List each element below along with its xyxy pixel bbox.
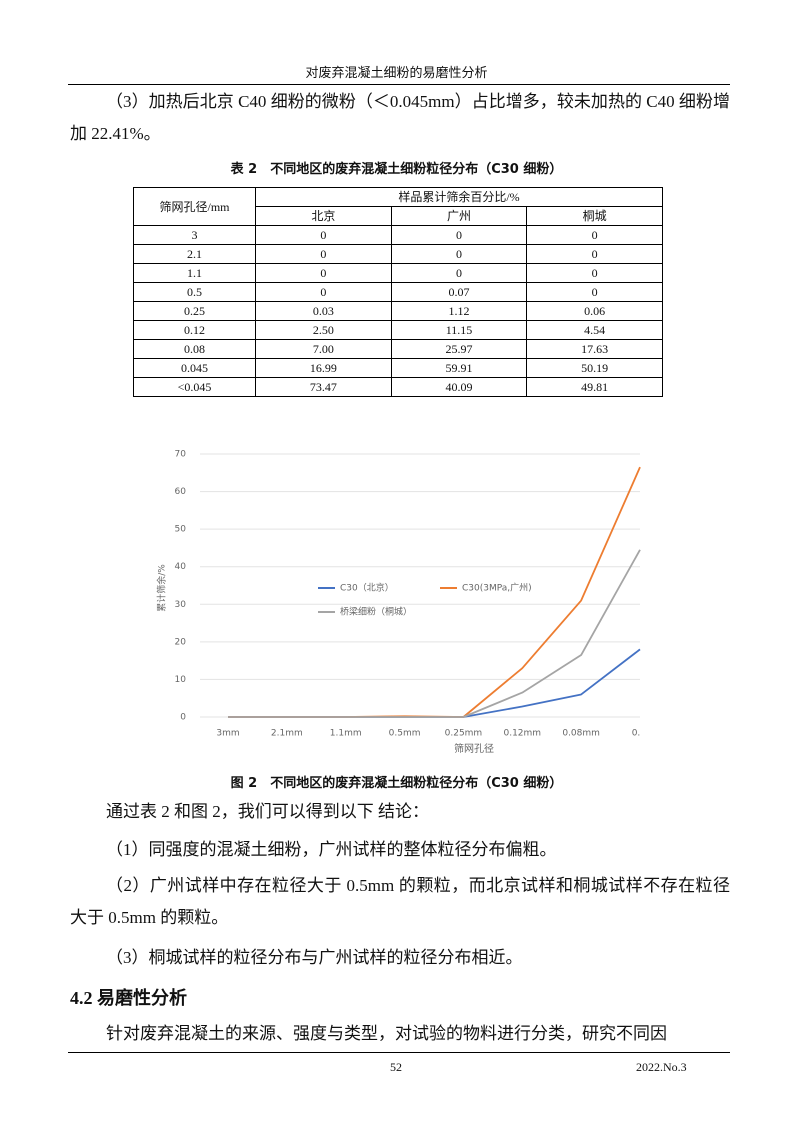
table-row: 0.25 0.03 1.12 0.06 <box>133 301 663 321</box>
table-cell: 0 <box>526 244 663 264</box>
paragraph: （3）加热后北京 C40 细粉的微粉（＜0.045mm）占比增多，较未加热的 C… <box>70 92 730 143</box>
y-tick-label: 10 <box>175 675 187 685</box>
table-cell: 2.1 <box>133 244 256 264</box>
table-cell: 1.12 <box>390 301 528 321</box>
table-cell: 59.91 <box>390 358 528 378</box>
table-cell: 0 <box>390 225 528 245</box>
table-cell: 50.19 <box>526 358 663 378</box>
table-cell: 0 <box>255 244 392 264</box>
table-cell: 0.06 <box>526 301 663 321</box>
table-cell: 11.15 <box>390 320 528 340</box>
table-cell: 73.47 <box>255 377 392 397</box>
table-cell: 0 <box>255 282 392 302</box>
table-cell: 0 <box>255 225 392 245</box>
table-cell: 0.08 <box>133 339 256 359</box>
page-number: 52 <box>390 1060 402 1074</box>
issue: 2022.No.3 <box>636 1060 687 1074</box>
x-axis-title: 筛网孔径 <box>454 742 494 755</box>
table-cell: <0.045 <box>133 377 256 397</box>
running-header: 对废弃混凝土细粉的易磨性分析 <box>305 65 488 80</box>
table-cell: 1.1 <box>133 263 256 283</box>
list-item: （2）广州试样中存在粒径大于 0.5mm 的颗粒，而北京试样和桐城试样不存在粒径… <box>70 876 730 927</box>
table-row: 0.08 7.00 25.97 17.63 <box>133 339 663 359</box>
table-row: 0.5 0 0.07 0 <box>133 282 663 302</box>
footer-rule <box>68 1052 730 1053</box>
list-item: （3）桐城试样的粒径分布与广州试样的粒径分布相近。 <box>106 948 523 967</box>
header-cell: 桐城 <box>526 206 663 226</box>
y-tick-label: 60 <box>175 487 187 497</box>
table-row: 1.1 0 0 0 <box>133 263 663 283</box>
table-cell: 25.97 <box>390 339 528 359</box>
table-cell: 40.09 <box>390 377 528 397</box>
table-cell: 0 <box>390 263 528 283</box>
y-tick-label: 70 <box>175 450 187 460</box>
table-cell: 7.00 <box>255 339 392 359</box>
table-cell: 4.54 <box>526 320 663 340</box>
table-cell: 3 <box>133 225 256 245</box>
chart: 0 10 20 30 40 50 60 70 3mm 2.1mm 1.1mm 0.5mm 0.25mm 0… <box>156 450 641 755</box>
table-cell: 0 <box>526 263 663 283</box>
header-cell: 筛网孔径/mm <box>133 187 256 226</box>
series-line <box>228 549 641 718</box>
table-cell: 2.50 <box>255 320 392 340</box>
paragraph: 针对废弃混凝土的来源、强度与类型，对试验的物料进行分类，研究不同因 <box>106 1024 667 1043</box>
table-cell: 0 <box>390 244 528 264</box>
x-tick-label: 1.1mm <box>330 729 362 739</box>
y-tick-label: 20 <box>175 637 187 647</box>
header-rule <box>68 84 730 85</box>
table-row: 2.1 0 0 0 <box>133 244 663 264</box>
x-tick-label: 0.25mm <box>445 729 483 739</box>
table-cell: 0.25 <box>133 301 256 321</box>
x-tick-label: 0. <box>632 729 641 739</box>
header-cell: 样品累计筛余百分比/% <box>255 187 663 207</box>
table-cell: 16.99 <box>255 358 392 378</box>
table-row: 0.045 16.99 59.91 50.19 <box>133 358 663 378</box>
legend-label: 桥梁细粉（桐城） <box>340 606 412 618</box>
table-cell: 49.81 <box>526 377 663 397</box>
table-caption: 表 2 不同地区的废弃混凝土细粉粒径分布（C30 细粉） <box>230 162 563 177</box>
figure-caption: 图 2 不同地区的废弃混凝土细粉粒径分布（C30 细粉） <box>230 776 563 791</box>
table-cell: 0.03 <box>255 301 392 321</box>
table-cell: 0.5 <box>133 282 256 302</box>
table-cell: 0 <box>526 282 663 302</box>
legend-label: C30（北京） <box>340 582 394 594</box>
header-cell: 广州 <box>390 206 528 226</box>
table-cell: 0 <box>255 263 392 283</box>
table-cell: 0.07 <box>390 282 528 302</box>
section-heading: 4.2 易磨性分析 <box>70 988 187 1008</box>
y-tick-label: 30 <box>175 600 187 610</box>
x-tick-label: 0.08mm <box>562 729 600 739</box>
x-tick-label: 0.12mm <box>503 729 541 739</box>
x-tick-label: 0.5mm <box>389 729 421 739</box>
header-cell: 北京 <box>255 206 392 226</box>
series-line <box>228 648 641 718</box>
table-row: 0.12 2.50 11.15 4.54 <box>133 320 663 340</box>
table-cell: 17.63 <box>526 339 663 359</box>
data-table: 筛网孔径/mm 样品累计筛余百分比/% 北京 广州 桐城 3 0 0 0 2.1 0 0 0 1.1 0 0 0… <box>133 187 663 397</box>
y-tick-label: 50 <box>175 525 187 535</box>
y-axis-title: 累计筛余/% <box>156 564 168 612</box>
x-tick-label: 2.1mm <box>271 729 303 739</box>
table-row: 筛网孔径/mm 样品累计筛余百分比/% <box>133 187 663 226</box>
list-item: （1）同强度的混凝土细粉，广州试样的整体粒径分布偏粗。 <box>106 840 557 859</box>
table-cell: 0.045 <box>133 358 256 378</box>
table-row: <0.045 73.47 40.09 49.81 <box>133 377 663 397</box>
table-cell: 0 <box>526 225 663 245</box>
y-tick-label: 0 <box>180 713 186 723</box>
x-tick-label: 3mm <box>216 729 239 739</box>
paragraph: 通过表 2 和图 2，我们可以得到以下 结论： <box>106 802 429 821</box>
table-cell: 0.12 <box>133 320 256 340</box>
y-tick-label: 40 <box>175 562 187 572</box>
legend-label: C30(3MPa,广州) <box>462 582 532 594</box>
